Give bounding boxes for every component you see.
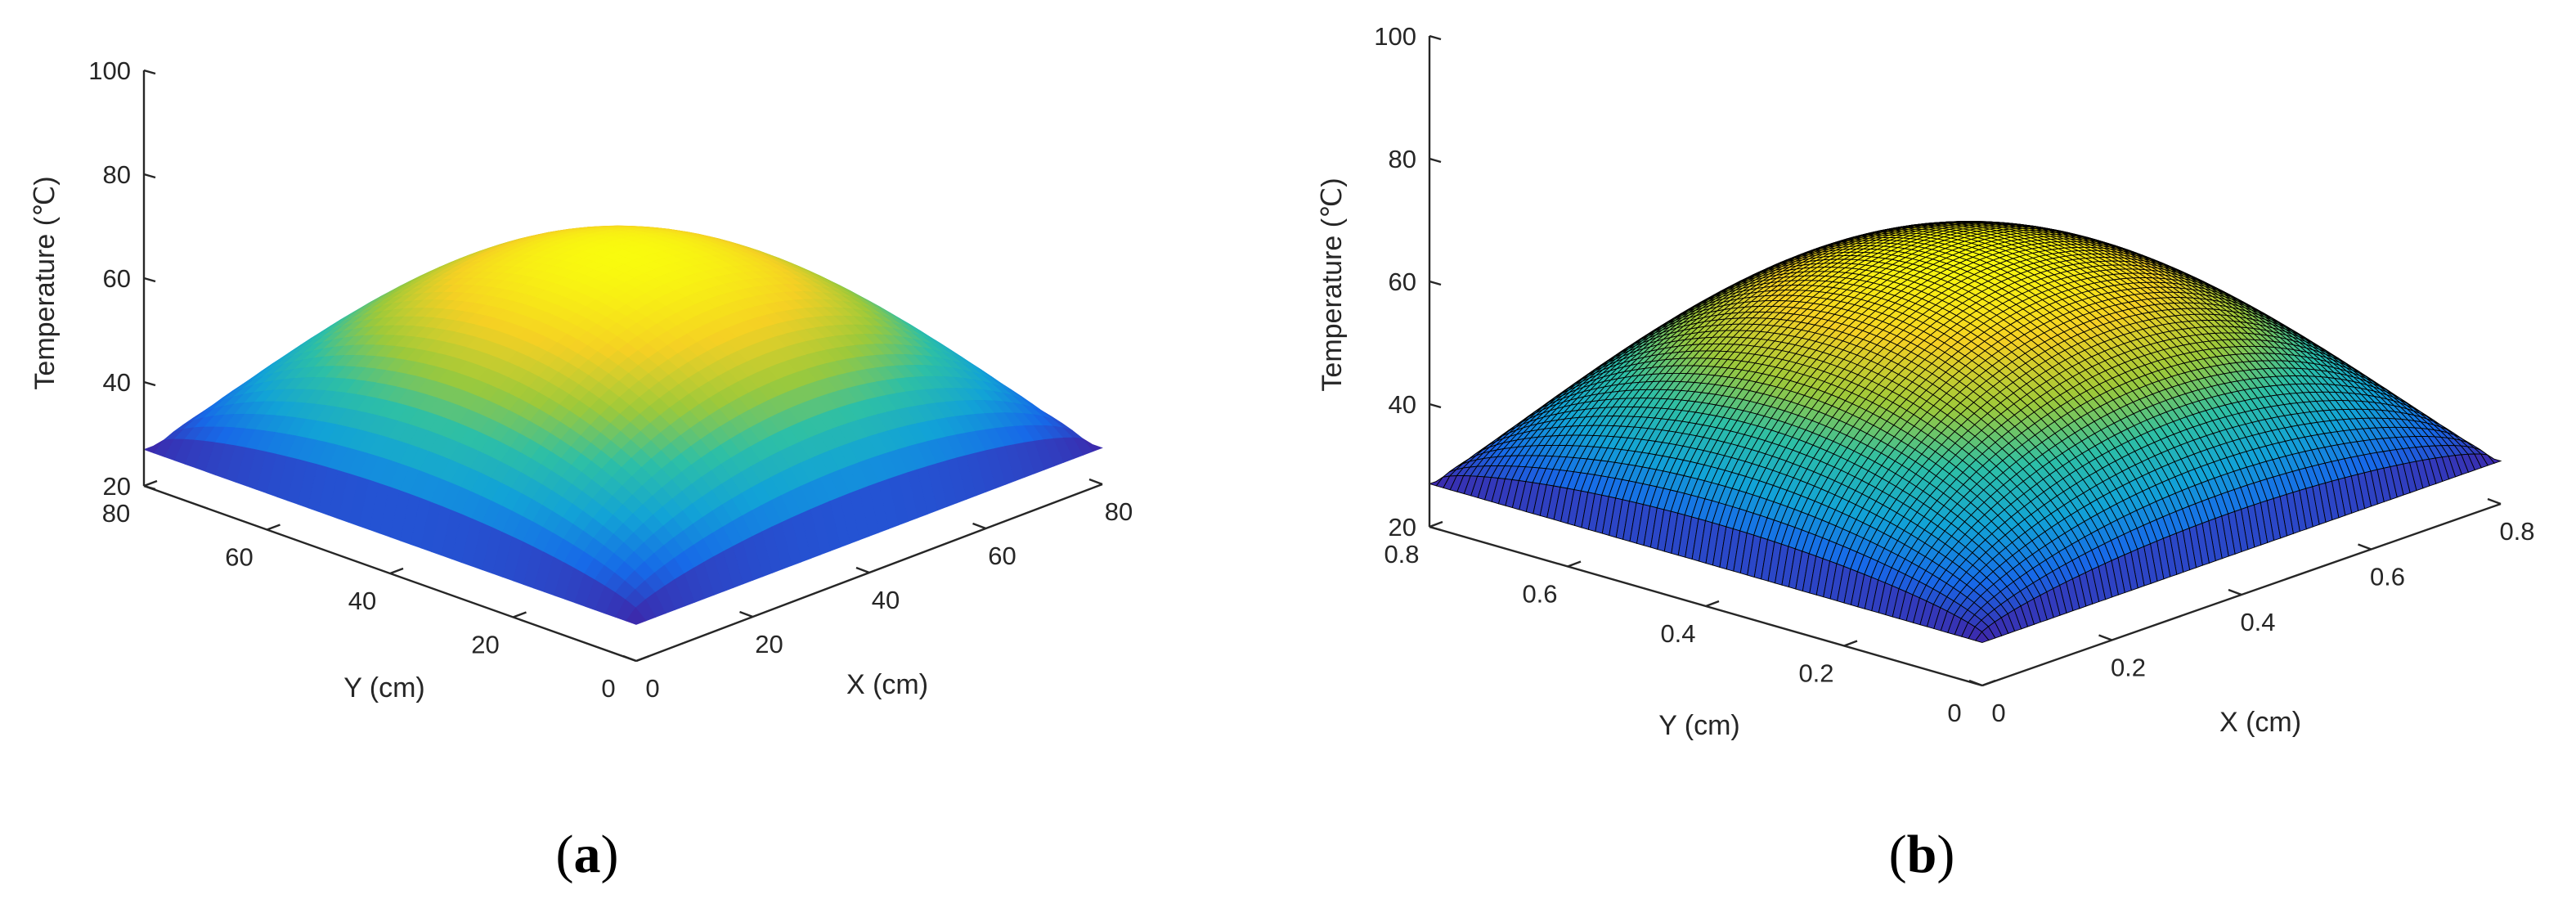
panel-a-x-tick-label: 20	[755, 630, 783, 659]
panel-a-x-tick-mark	[622, 654, 637, 663]
panel-a-y-tick-mark	[635, 654, 650, 663]
panel-a-x-tick-mark	[972, 522, 986, 530]
panel-a-y-tick-label: 0	[601, 674, 615, 703]
panel-a-z-tick-label: 100	[88, 56, 131, 85]
panel-a-z-tick-mark	[143, 69, 156, 75]
panel-a-y-tick-label: 20	[471, 631, 499, 659]
panel-a-z-tick-label: 40	[103, 368, 131, 397]
panel-b-surface-cells	[1428, 221, 2502, 643]
panel-b-surface	[1428, 221, 2502, 643]
panel-a-y-tick-label: 40	[348, 587, 376, 615]
panel-a-label-letter: a	[574, 825, 601, 884]
panel-a-x-tick-label: 40	[872, 586, 900, 614]
panel-a-label: (a)	[556, 825, 619, 884]
panel-a-surface	[143, 225, 1103, 625]
panel-a-x-tick-mark	[739, 610, 753, 618]
panel-a-y-tick-label: 80	[102, 499, 130, 528]
panel-a-z-tick-label: 20	[103, 472, 131, 501]
panel-a-z-axis-title: Temperature (℃)	[29, 176, 61, 389]
panel-a-x-axis-title: X (cm)	[846, 669, 928, 700]
panel-a-x-tick-label: 80	[1105, 497, 1133, 526]
panel-a-x-tick-mark	[1088, 478, 1103, 486]
panel-a-y-tick-mark	[513, 611, 527, 618]
panel-a-z-tick-mark	[143, 380, 156, 387]
panel-a-z-tick-mark	[143, 276, 156, 283]
panel-a-x-tick-mark	[855, 566, 870, 574]
panel-a-surface-cells	[143, 225, 1103, 625]
panel-a-y-axis-title: Y (cm)	[343, 672, 424, 703]
panel-a-y-tick-mark	[143, 479, 158, 488]
panel-a-x-tick-label: 0	[645, 674, 659, 703]
panel-a-z-tick-mark	[143, 173, 156, 179]
panel-a-z-tick-label: 80	[103, 160, 131, 189]
panel-a-x-tick-label: 60	[988, 542, 1016, 570]
panel-a-y-tick-mark	[267, 524, 280, 531]
panel-a-z-tick-label: 60	[103, 264, 131, 293]
panel-a-y-tick-mark	[389, 567, 404, 575]
panel-a-y-tick-label: 60	[225, 543, 253, 572]
